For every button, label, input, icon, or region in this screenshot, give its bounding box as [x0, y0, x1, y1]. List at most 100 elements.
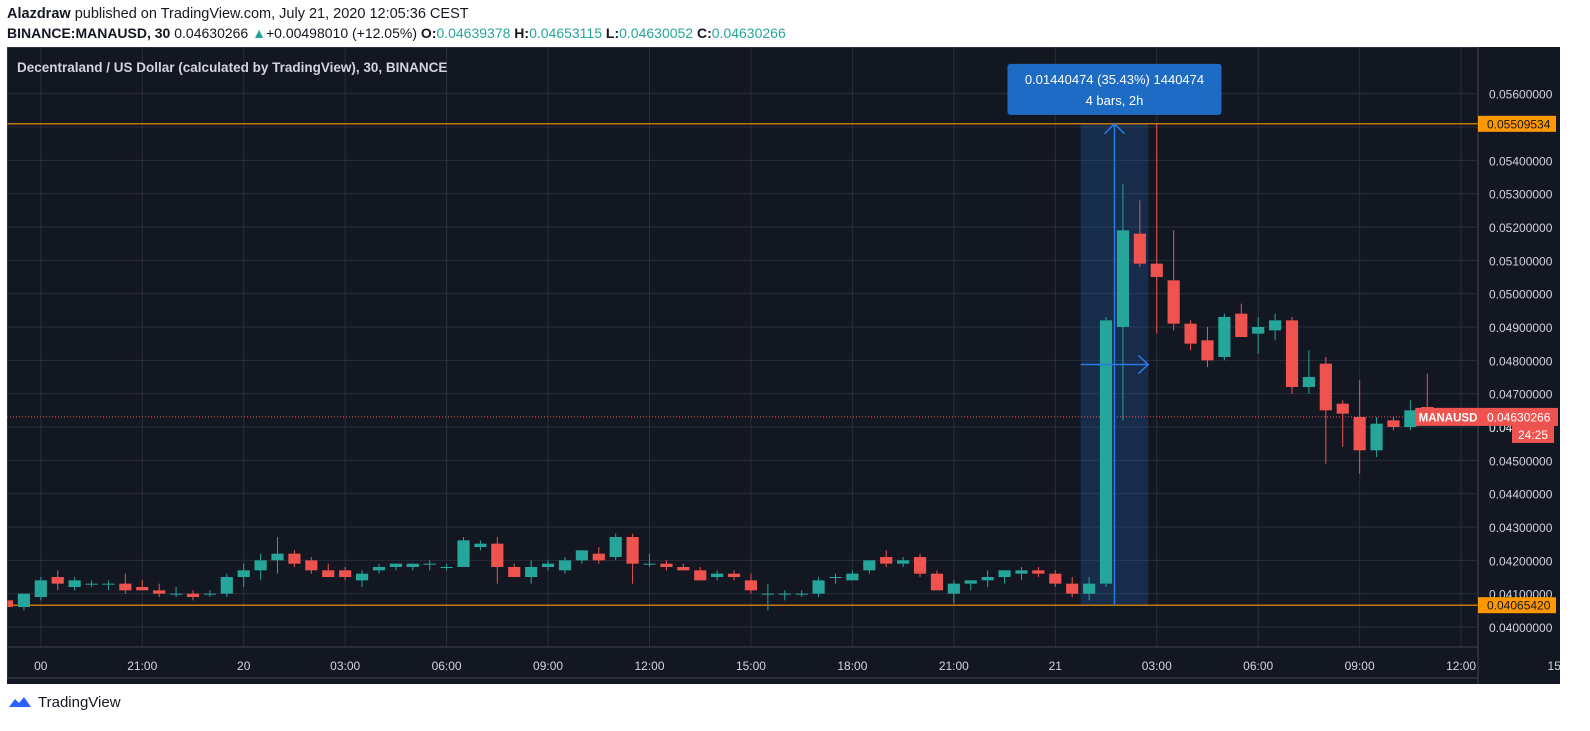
candle[interactable]	[795, 590, 808, 597]
candle[interactable]	[829, 573, 842, 584]
candle[interactable]	[1336, 400, 1349, 447]
tradingview-brand[interactable]: TradingView	[8, 691, 121, 713]
candle[interactable]	[508, 563, 521, 577]
candle[interactable]	[778, 590, 791, 601]
candle[interactable]	[981, 570, 994, 587]
candle[interactable]	[34, 577, 47, 601]
candle[interactable]	[1269, 313, 1282, 341]
candle[interactable]	[592, 547, 605, 564]
candle[interactable]	[626, 533, 639, 584]
candle[interactable]	[1252, 317, 1265, 354]
candle[interactable]	[7, 597, 14, 607]
candle[interactable]	[406, 563, 419, 571]
candle[interactable]	[930, 570, 944, 591]
candle-body	[491, 543, 504, 567]
candle[interactable]	[1404, 400, 1417, 431]
author-name[interactable]: Alazdraw	[7, 6, 71, 22]
candle[interactable]	[541, 560, 555, 571]
candle[interactable]	[744, 573, 758, 594]
candle-body	[1404, 410, 1417, 427]
candle[interactable]	[897, 557, 910, 567]
candle[interactable]	[1167, 230, 1180, 331]
candle[interactable]	[558, 557, 572, 574]
candle[interactable]	[1235, 303, 1248, 337]
candle[interactable]	[423, 560, 436, 571]
candle[interactable]	[305, 557, 318, 574]
candle[interactable]	[998, 570, 1011, 584]
candle[interactable]	[660, 560, 673, 571]
price-axis-tick-label: 0.04500000	[1489, 454, 1553, 468]
candle[interactable]	[102, 580, 115, 591]
candle[interactable]	[474, 540, 487, 551]
candle[interactable]	[727, 570, 741, 581]
candle[interactable]	[1015, 567, 1028, 581]
candle[interactable]	[136, 580, 149, 591]
price-chart[interactable]: 0.01440474 (35.43%) 1440474 4 bars, 2h De…	[7, 47, 1560, 684]
candle[interactable]	[761, 583, 774, 611]
candle[interactable]	[643, 553, 656, 567]
candle[interactable]	[153, 583, 166, 597]
price-axis-tick-label: 0.04800000	[1489, 354, 1553, 368]
candle[interactable]	[575, 550, 588, 564]
candle[interactable]	[271, 537, 284, 574]
candle-body	[68, 580, 81, 587]
candle[interactable]	[1066, 577, 1079, 597]
measure-tool[interactable]: 0.01440474 (35.43%) 1440474 4 bars, 2h	[1007, 63, 1222, 606]
candle[interactable]	[440, 563, 453, 571]
candle[interactable]	[169, 587, 183, 597]
candle[interactable]	[237, 563, 250, 587]
candle-body	[558, 560, 572, 571]
candle[interactable]	[1285, 317, 1299, 394]
candle[interactable]	[288, 550, 301, 567]
candle[interactable]	[964, 580, 977, 591]
candle[interactable]	[1032, 567, 1045, 577]
candle[interactable]	[51, 570, 64, 591]
candle[interactable]	[186, 590, 200, 601]
candle[interactable]	[1387, 417, 1400, 431]
candles[interactable]	[7, 123, 1451, 611]
candle[interactable]	[880, 550, 893, 567]
candle[interactable]	[711, 570, 724, 581]
candle[interactable]	[1116, 183, 1130, 421]
time-axis[interactable]: 00 21:00 20 03:00 06:00 09:00 12:00 15:00 18:00 2…	[34, 659, 1560, 673]
measure-label-box[interactable]	[1007, 63, 1222, 115]
candle[interactable]	[254, 553, 267, 581]
candle[interactable]	[694, 567, 707, 581]
candle[interactable]	[1150, 123, 1163, 334]
chart-background	[7, 47, 1560, 684]
candle-body	[778, 593, 791, 595]
candle[interactable]	[1319, 357, 1332, 464]
candle[interactable]	[846, 570, 859, 581]
candle[interactable]	[355, 570, 369, 587]
candle[interactable]	[913, 553, 927, 577]
candle[interactable]	[220, 573, 233, 597]
candle[interactable]	[1049, 570, 1062, 587]
candle[interactable]	[17, 593, 30, 611]
candle[interactable]	[119, 573, 132, 594]
candle[interactable]	[812, 577, 825, 597]
candle[interactable]	[389, 563, 402, 571]
candle[interactable]	[339, 567, 352, 581]
candle[interactable]	[1099, 317, 1113, 587]
candle[interactable]	[1370, 417, 1383, 457]
candle[interactable]	[85, 580, 98, 587]
candle[interactable]	[1302, 350, 1316, 394]
candle[interactable]	[457, 537, 470, 567]
candle[interactable]	[68, 577, 81, 591]
candle[interactable]	[1353, 380, 1366, 474]
candle[interactable]	[322, 563, 335, 577]
price-axis[interactable]: 0.040000000.041000000.042000000.04300000…	[1489, 88, 1553, 635]
candle[interactable]	[1133, 200, 1146, 267]
candle[interactable]	[1201, 327, 1214, 367]
candle[interactable]	[372, 563, 386, 574]
candle[interactable]	[491, 537, 504, 584]
candle[interactable]	[677, 563, 690, 571]
candle[interactable]	[525, 560, 538, 584]
candle[interactable]	[1218, 313, 1231, 361]
candle[interactable]	[609, 533, 622, 561]
candle[interactable]	[1083, 577, 1096, 601]
candle[interactable]	[203, 590, 216, 597]
candle[interactable]	[947, 580, 960, 604]
candle[interactable]	[1184, 320, 1197, 351]
candle[interactable]	[863, 560, 876, 574]
